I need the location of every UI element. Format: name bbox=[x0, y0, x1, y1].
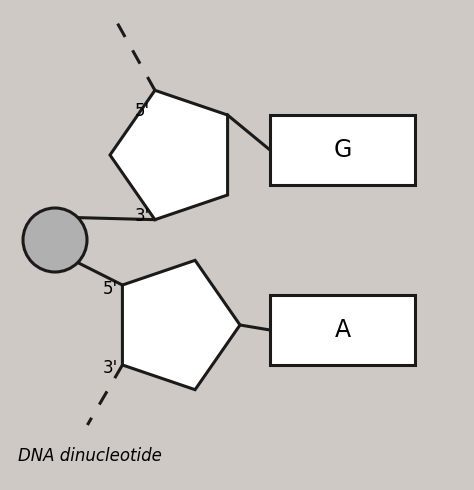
Polygon shape bbox=[110, 90, 228, 220]
Text: A: A bbox=[335, 318, 351, 342]
Text: G: G bbox=[333, 138, 352, 162]
Text: 5': 5' bbox=[135, 102, 150, 121]
Text: 3': 3' bbox=[135, 207, 150, 225]
Polygon shape bbox=[122, 260, 240, 390]
Text: 3': 3' bbox=[103, 359, 118, 377]
Text: DNA dinucleotide: DNA dinucleotide bbox=[18, 447, 162, 465]
FancyBboxPatch shape bbox=[270, 115, 415, 185]
FancyBboxPatch shape bbox=[270, 295, 415, 365]
Text: 5': 5' bbox=[102, 280, 118, 298]
Circle shape bbox=[23, 208, 87, 272]
